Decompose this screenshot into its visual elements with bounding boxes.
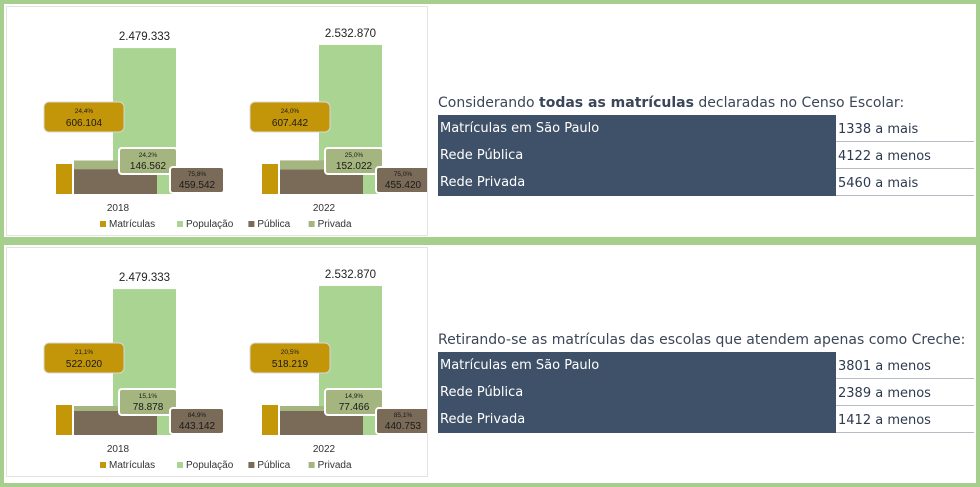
- legend-label-privada: Privada: [318, 219, 352, 230]
- callout-matriculas: [43, 101, 125, 133]
- stat-label: Matrículas em São Paulo: [438, 115, 836, 142]
- pct-label-publica: 75,8%: [188, 171, 207, 178]
- callout-publica: [169, 166, 225, 194]
- panel-all-enrollments: 2.479.333 24,4% 606.104 24,2% 146.562 75,8% 45…: [4, 4, 976, 237]
- data-label-matriculas: 518.219: [272, 359, 309, 370]
- callout-matriculas: [43, 342, 125, 374]
- callout-matriculas: [249, 342, 331, 374]
- info-section: Considerando todas as matrículas declara…: [438, 94, 974, 196]
- data-label-publica: 443.142: [179, 421, 216, 432]
- pct-label-publica: 85,1%: [394, 412, 413, 419]
- bar-privada: [280, 160, 363, 170]
- callout-matriculas: [249, 101, 331, 133]
- stat-value: 1412 a menos: [838, 413, 931, 428]
- legend-label-matriculas: Matrículas: [109, 460, 155, 471]
- stat-label: Rede Pública: [438, 142, 836, 169]
- category-label: 2022: [313, 444, 336, 455]
- data-label-publica: 440.753: [385, 421, 422, 432]
- callout-privada: [118, 147, 178, 175]
- chart-container: 2.479.333 24,4% 606.104 24,2% 146.562 75,8% 45…: [6, 6, 431, 236]
- legend-label-populacao: População: [186, 460, 234, 471]
- data-label-publica: 459.542: [179, 180, 216, 191]
- legend-swatch-privada: [308, 462, 315, 468]
- data-label-privada: 77.466: [339, 402, 370, 413]
- legend-swatch-privada: [308, 221, 315, 227]
- pct-label-matriculas: 24,4%: [75, 108, 94, 115]
- data-label-populacao: 2.532.870: [325, 269, 376, 281]
- stat-value: 2389 a menos: [838, 386, 931, 401]
- legend-swatch-matriculas: [100, 462, 106, 468]
- data-label-populacao: 2.532.870: [325, 28, 376, 40]
- bar-chart-all-enrollments: 2.479.333 24,4% 606.104 24,2% 146.562 75,8% 45…: [43, 28, 431, 230]
- bar-privada: [74, 160, 157, 170]
- info-section: Retirando-se as matrículas das escolas q…: [438, 331, 974, 433]
- callout-privada: [118, 388, 178, 416]
- data-label-privada: 152.022: [336, 161, 373, 172]
- legend-label-populacao: População: [186, 219, 234, 230]
- bar-privada: [74, 406, 157, 411]
- panel-excluding-creche: 2.479.333 21,1% 522.020 15,1% 78.878 84,9% 443…: [4, 245, 976, 483]
- bar-matriculas: [56, 405, 72, 435]
- info-title-text: Considerando: [438, 95, 540, 111]
- info-title: Considerando todas as matrículas declara…: [438, 94, 974, 112]
- legend-label-matriculas: Matrículas: [109, 219, 155, 230]
- stat-value: 1338 a mais: [838, 122, 919, 137]
- legend-label-privada: Privada: [318, 460, 352, 471]
- stat-row: Matrículas em São Paulo 3801 a menos: [438, 352, 974, 379]
- legend-swatch-populacao: [177, 462, 183, 468]
- data-label-privada: 78.878: [133, 402, 164, 413]
- stat-row: Rede Pública 4122 a menos: [438, 142, 974, 169]
- data-label-populacao: 2.479.333: [119, 272, 170, 284]
- callout-privada: [324, 388, 384, 416]
- stat-label: Rede Privada: [438, 406, 836, 433]
- stat-value: 4122 a menos: [838, 149, 931, 164]
- legend-swatch-populacao: [177, 221, 183, 227]
- data-label-privada: 146.562: [130, 161, 167, 172]
- legend-label-publica: Pública: [257, 460, 290, 471]
- stat-label: Matrículas em São Paulo: [438, 352, 836, 379]
- chart-container: 2.479.333 21,1% 522.020 15,1% 78.878 84,9% 443…: [6, 247, 431, 477]
- info-title-text: Retirando-se as matrículas das escolas q…: [438, 332, 966, 348]
- stat-label: Rede Pública: [438, 379, 836, 406]
- pct-label-matriculas: 21,1%: [75, 349, 94, 356]
- data-label-populacao: 2.479.333: [119, 31, 170, 43]
- bar-matriculas: [262, 405, 278, 435]
- info-title-bold: todas as matrículas: [539, 95, 694, 111]
- info-title: Retirando-se as matrículas das escolas q…: [438, 331, 974, 349]
- stat-label: Rede Privada: [438, 169, 836, 196]
- pct-label-privada: 14,9%: [345, 393, 364, 400]
- callout-publica: [169, 407, 225, 435]
- info-title-suffix: declaradas no Censo Escolar:: [693, 95, 905, 111]
- stat-value: 5460 a mais: [838, 176, 919, 191]
- pct-label-publica: 75,0%: [394, 171, 413, 178]
- category-label: 2022: [313, 203, 336, 214]
- stat-row: Rede Privada 1412 a menos: [438, 406, 974, 433]
- pct-label-publica: 84,9%: [188, 412, 207, 419]
- pct-label-matriculas: 24,0%: [281, 108, 300, 115]
- bar-matriculas: [56, 164, 72, 194]
- bar-matriculas: [262, 164, 278, 194]
- legend-swatch-publica: [248, 221, 255, 227]
- bar-privada: [280, 406, 363, 411]
- stat-row: Rede Privada 5460 a mais: [438, 169, 974, 196]
- callout-privada: [324, 147, 384, 175]
- stat-row: Rede Pública 2389 a menos: [438, 379, 974, 406]
- pct-label-matriculas: 20,5%: [281, 349, 300, 356]
- pct-label-privada: 15,1%: [139, 393, 158, 400]
- data-label-matriculas: 607.442: [272, 118, 309, 129]
- stat-value: 3801 a menos: [838, 359, 931, 374]
- data-label-matriculas: 606.104: [66, 118, 103, 129]
- pct-label-privada: 25,0%: [345, 152, 364, 159]
- stat-row: Matrículas em São Paulo 1338 a mais: [438, 115, 974, 142]
- data-label-matriculas: 522.020: [66, 359, 103, 370]
- category-label: 2018: [107, 203, 130, 214]
- pct-label-privada: 24,2%: [139, 152, 158, 159]
- bar-chart-excluding-creche: 2.479.333 21,1% 522.020 15,1% 78.878 84,9% 443…: [43, 269, 431, 471]
- legend-swatch-publica: [248, 462, 255, 468]
- category-label: 2018: [107, 444, 130, 455]
- legend-label-publica: Pública: [257, 219, 290, 230]
- data-label-publica: 455.420: [385, 180, 422, 191]
- legend-swatch-matriculas: [100, 221, 106, 227]
